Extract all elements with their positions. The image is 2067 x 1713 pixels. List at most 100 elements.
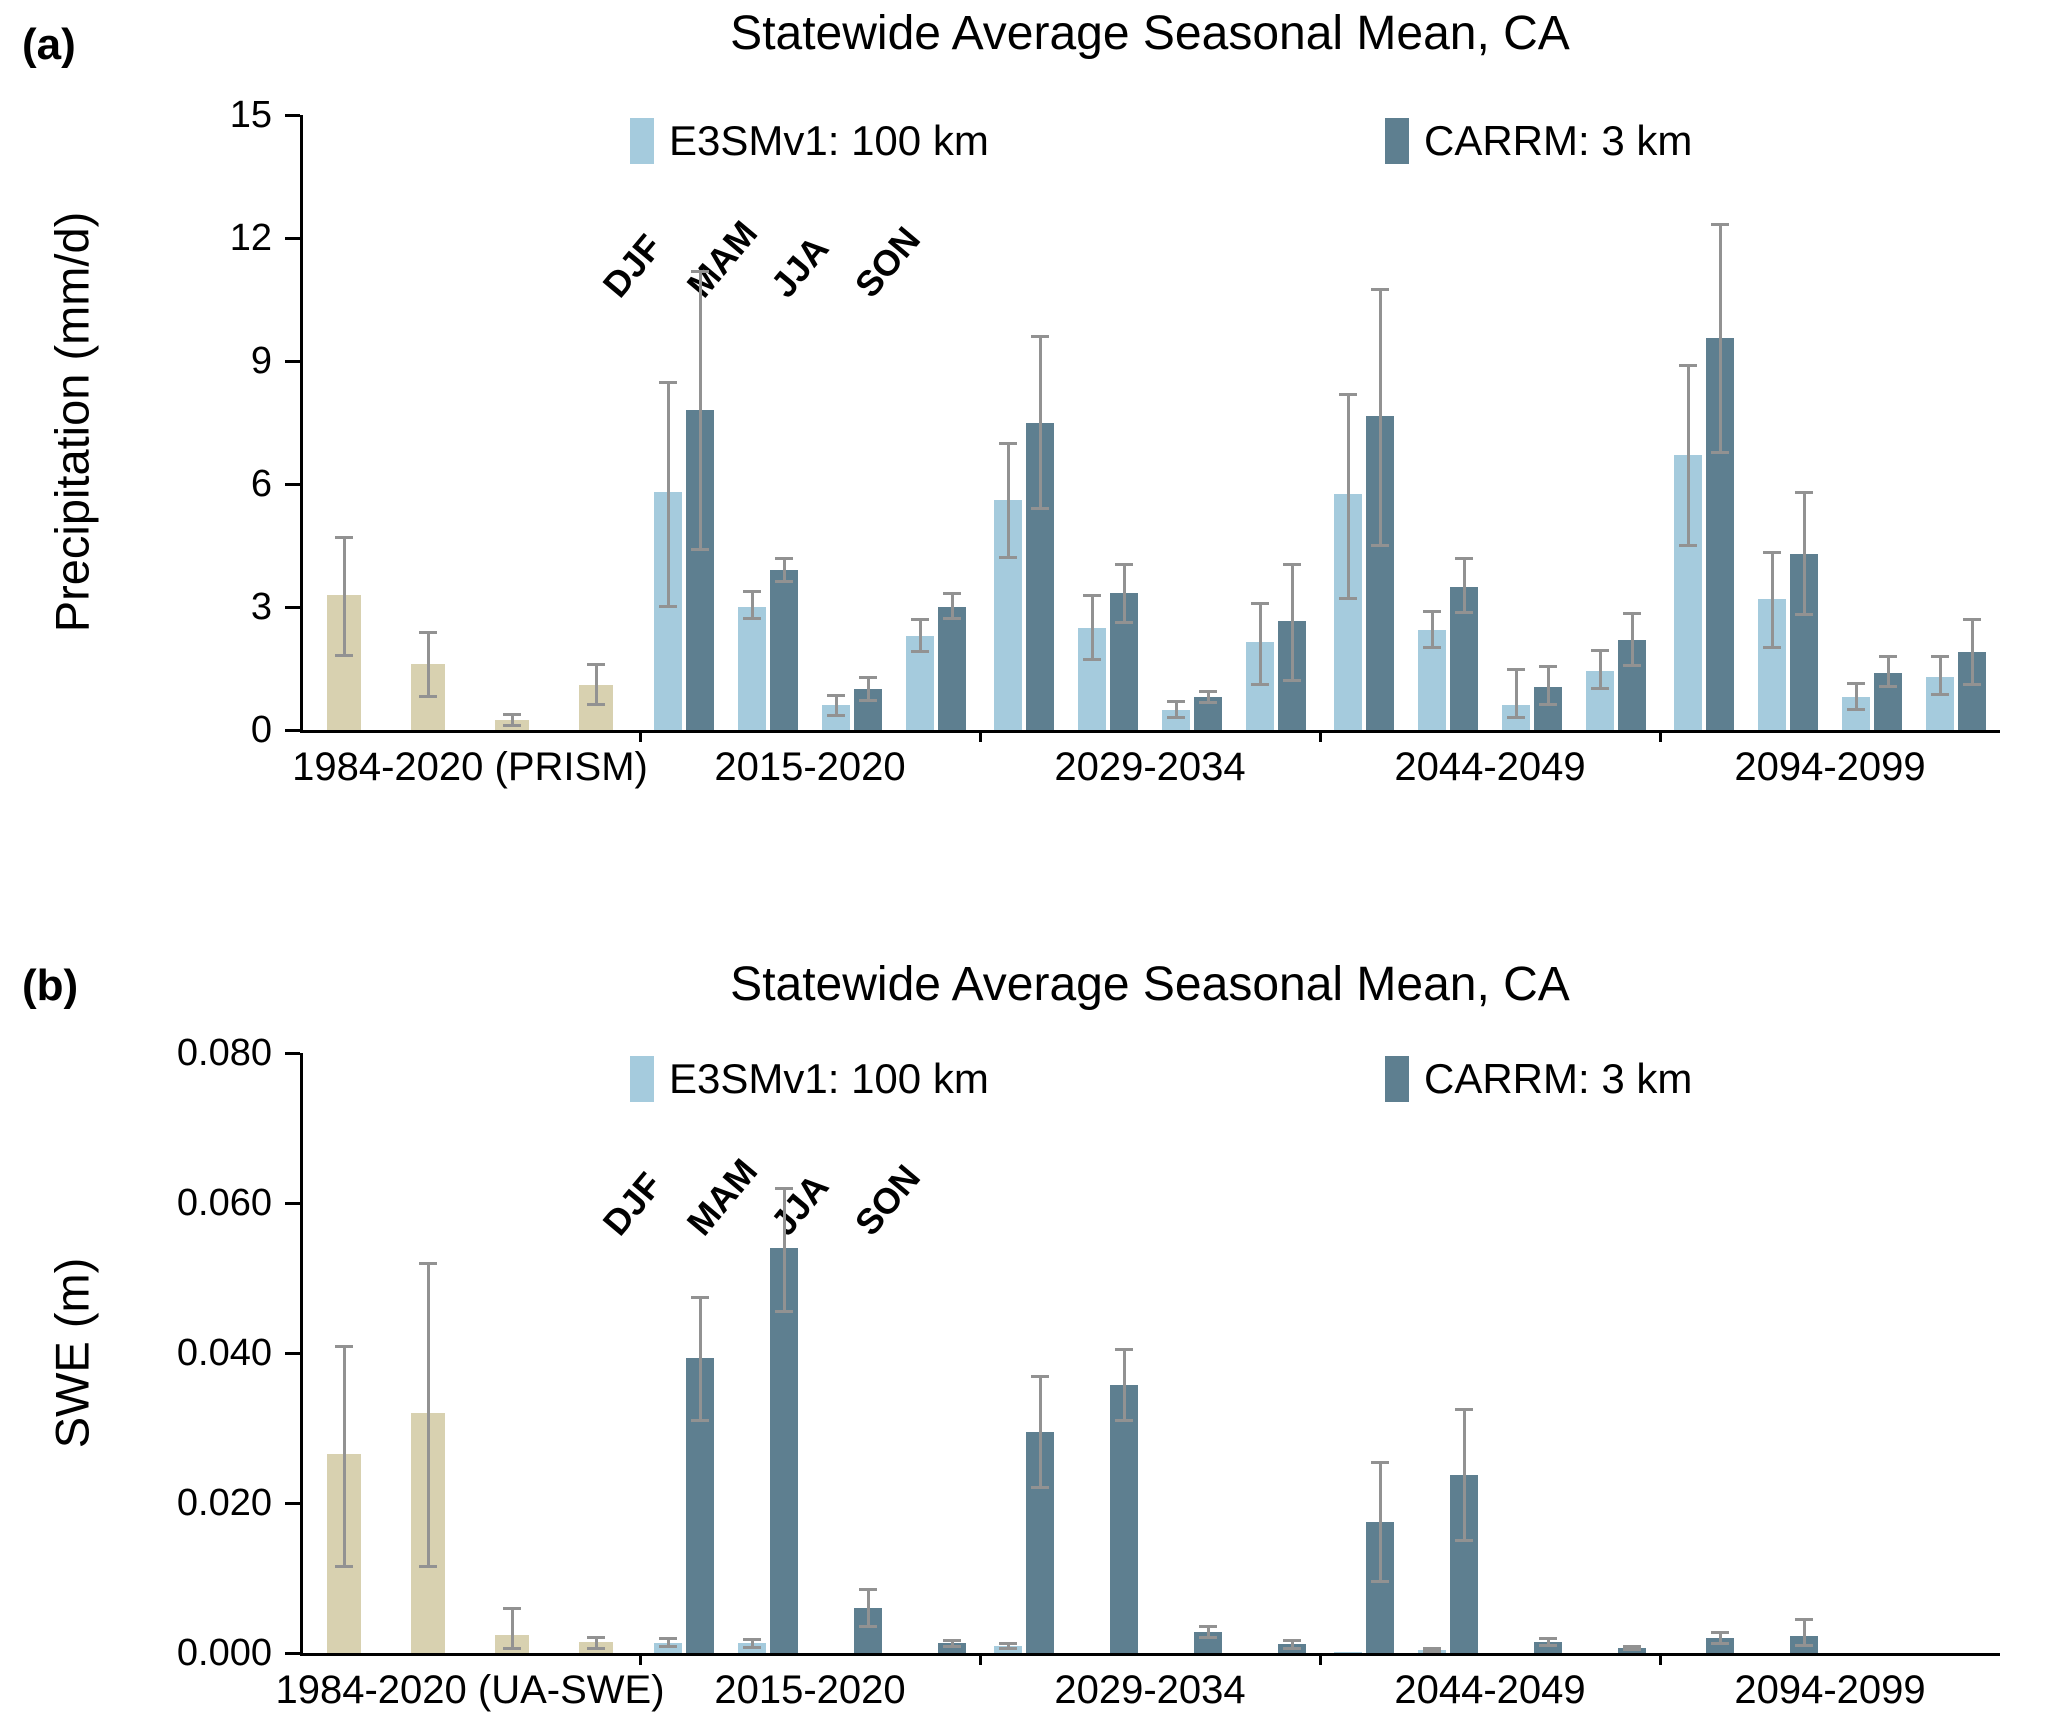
legend-swatch-carrm [1385,1056,1409,1102]
chart-title-b: Statewide Average Seasonal Mean, CA [730,958,1570,1011]
error-bar-cap-top [1115,1348,1133,1352]
error-bar-cap-bottom [503,1647,521,1651]
legend-label-e3sm: E3SMv1: 100 km [669,1055,989,1102]
panel-b: (b) Statewide Average Seasonal Mean, CA … [0,853,2067,1712]
x-group-label: 1984-2020 (UA-SWE) [275,1668,665,1712]
error-bar-cap-top [1199,1625,1217,1628]
bar-e3sm [738,607,766,730]
x-group-label: 1984-2020 (PRISM) [292,745,648,789]
error-bar-cap-bottom [1371,1579,1389,1583]
error-bar-cap-bottom [1507,715,1525,719]
error-bar-cap-bottom [1115,1418,1133,1422]
error-bar-line [782,1188,786,1312]
error-bar-cap-bottom [943,617,961,621]
error-bar-line [1546,666,1550,706]
error-bar-line [950,592,954,620]
error-bar-line [666,381,670,607]
error-bar-line [1006,443,1010,558]
error-bar-line [1290,1639,1294,1649]
bar-e3sm [1334,1651,1362,1653]
error-bar-cap-bottom [1199,701,1217,705]
error-bar-cap-top [1423,1646,1441,1650]
error-bar-line [1546,1638,1550,1646]
error-bar-line [1038,1375,1042,1488]
error-bar-line [1346,393,1350,599]
error-bar-cap-bottom [1679,543,1697,547]
error-bar-cap-bottom [1539,703,1557,707]
error-bar-cap-bottom [419,695,437,699]
error-bar-cap-top [775,556,793,560]
error-bar-line [1718,1632,1722,1644]
y-tick [285,1352,300,1355]
error-bar-cap-top [911,618,929,622]
error-bar-cap-top [1963,618,1981,622]
error-bar-cap-top [1283,1638,1301,1642]
error-bar-cap-bottom [335,654,353,658]
y-tick [285,1652,300,1655]
error-bar-cap-bottom [1455,1538,1473,1542]
error-bar-cap-bottom [943,1645,961,1648]
error-bar-cap-top [1679,364,1697,368]
error-bar-line [1802,492,1806,616]
legend-swatch-e3sm [630,1056,654,1102]
error-bar-cap-top [335,1344,353,1348]
y-tick-label: 0.040 [176,1332,272,1374]
y-tick-label: 12 [229,217,272,259]
x-group-label: 2015-2020 [714,1668,906,1712]
error-bar-cap-top [1795,1618,1813,1622]
error-bar-cap-bottom [859,1624,877,1628]
bar-carrm [770,570,798,730]
x-group-tick [979,1653,982,1665]
x-group-label: 2044-2049 [1394,745,1586,789]
error-bar-cap-top [1199,690,1217,694]
error-bar-cap-bottom [1199,1636,1217,1639]
error-bar-cap-top [999,442,1017,445]
error-bar-line [1938,656,1942,696]
x-group-label: 2044-2049 [1394,1668,1586,1712]
error-bar-cap-top [1591,649,1609,653]
error-bar-line [1770,551,1774,648]
y-tick-label: 0 [250,709,272,751]
error-bar-line [1258,602,1262,685]
panel-a: (a) Statewide Average Seasonal Mean, CA … [0,0,2067,853]
error-bar-line [1006,1642,1010,1649]
error-bar-line [1686,365,1690,546]
error-bar-line [866,1589,870,1627]
error-bar-cap-top [943,591,961,595]
error-bar-line [1598,650,1602,689]
error-bar-cap-top [1083,593,1101,597]
error-bar-line [1090,594,1094,661]
legend-item: E3SMv1: 100 km [630,1055,989,1103]
error-bar-line [698,1296,702,1421]
error-bar-cap-top [335,536,353,540]
error-bar-line [510,713,514,726]
error-bar-cap-bottom [1251,682,1269,686]
y-tick [285,1052,300,1055]
error-bar-cap-top [587,663,605,667]
error-bar-cap-bottom [587,1647,605,1651]
error-bar-cap-bottom [999,1646,1017,1650]
error-bar-cap-bottom [1371,543,1389,547]
error-bar-cap-top [743,1637,761,1641]
error-bar-cap-bottom [1283,678,1301,682]
error-bar-cap-top [1539,665,1557,669]
x-group-tick [979,730,982,742]
error-bar-cap-bottom [335,1564,353,1568]
season-label-mam: MAM [678,212,766,305]
y-tick [285,114,300,117]
error-bar-cap-bottom [775,580,793,584]
x-group-tick [1659,1653,1662,1665]
error-bar-cap-bottom [775,1309,793,1313]
error-bar-cap-bottom [1167,715,1185,719]
x-group-label: 2015-2020 [714,745,906,789]
panel-label-b: (b) [22,961,79,1010]
error-bar-cap-top [1711,222,1729,226]
error-bar-cap-bottom [1711,451,1729,455]
legend-item: E3SMv1: 100 km [630,117,989,165]
y-tick [285,606,300,609]
plot-area-a: 0 3 6 9 12 15 E3SMv1: 100 km CARRM: 3 km DJF MAM J… [230,94,2000,789]
season-label-mam: MAM [678,1150,766,1243]
legend-item: CARRM: 3 km [1385,1055,1692,1103]
bar-carrm [938,1643,966,1653]
